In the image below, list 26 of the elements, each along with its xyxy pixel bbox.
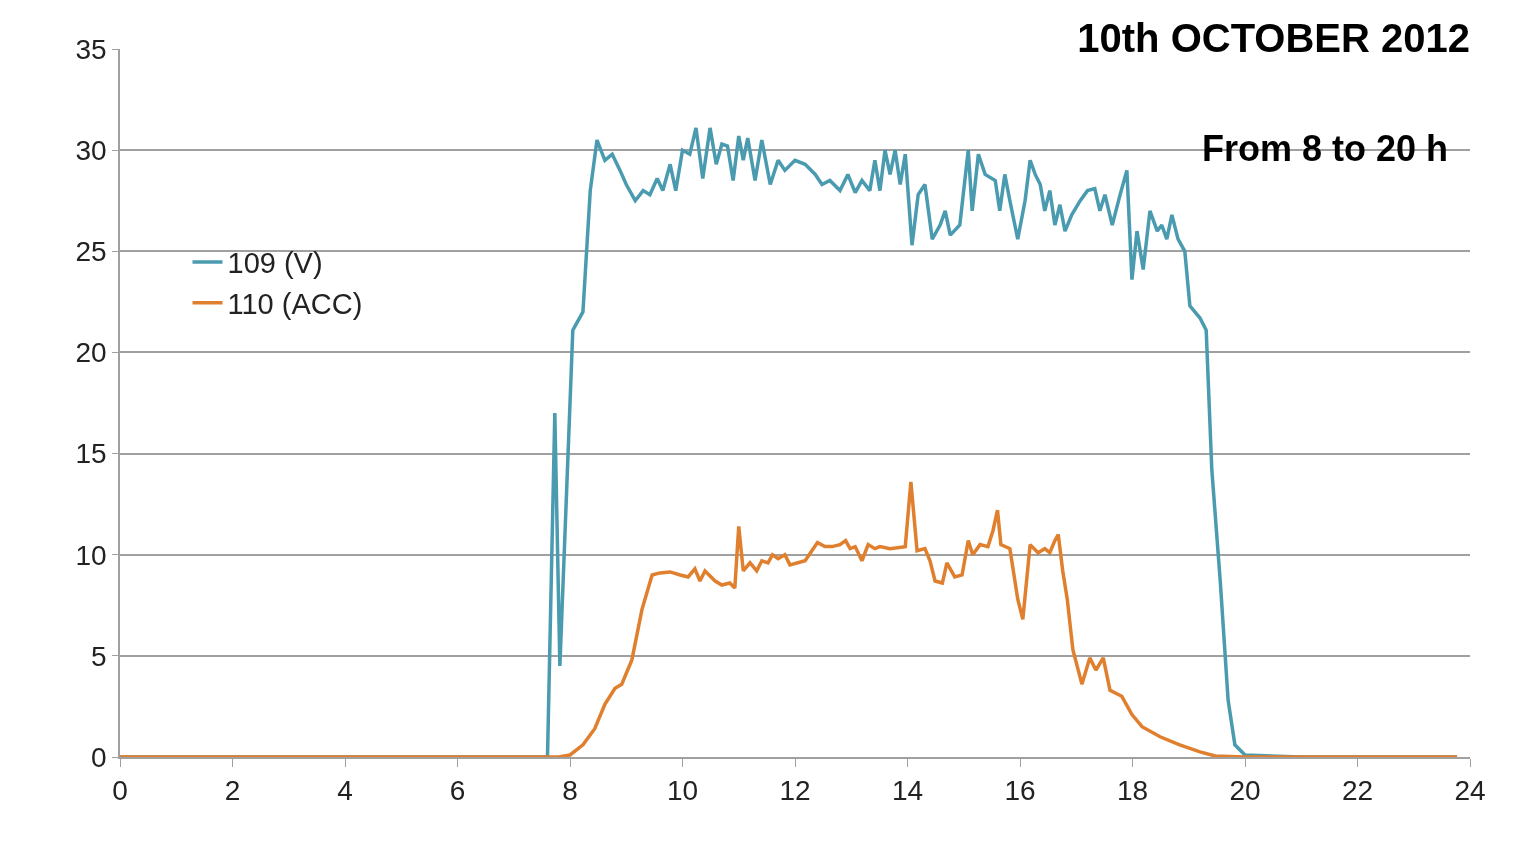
x-tick-label: 16 <box>1004 775 1036 807</box>
y-tick-label: 15 <box>75 438 107 470</box>
y-tick-label: 25 <box>75 236 107 268</box>
text: From 8 to 20 h <box>1202 128 1449 169</box>
y-tick-label: 30 <box>75 134 107 166</box>
x-tick-label: 10 <box>666 775 699 807</box>
y-tick-label: 35 <box>75 33 107 65</box>
legend-label: 110 (ACC) <box>227 288 363 320</box>
line-series <box>120 480 1459 757</box>
chart-title: 10th OCTOBER 2012 <box>1077 16 1470 61</box>
x-tick-label: 22 <box>1341 775 1374 807</box>
x-tick-label: 20 <box>1229 775 1261 807</box>
y-tick-label: 10 <box>75 539 107 571</box>
x-tick-label: 14 <box>891 775 924 807</box>
y-tick-label: 5 <box>91 640 107 672</box>
x-tick-label: 4 <box>337 775 353 807</box>
x-tick-label: 18 <box>1116 775 1149 807</box>
x-tick-label: 2 <box>224 775 241 807</box>
x-tick-label: 24 <box>1454 775 1486 807</box>
y-tick-label: 0 <box>91 741 107 773</box>
x-tick-label: 12 <box>779 775 811 807</box>
y-tick-label: 20 <box>75 337 107 369</box>
x-tick-label: 0 <box>112 775 128 807</box>
legend-label: 109 (V) <box>227 247 323 280</box>
x-tick-label: 8 <box>562 775 578 807</box>
x-tick-label: 6 <box>449 775 466 807</box>
